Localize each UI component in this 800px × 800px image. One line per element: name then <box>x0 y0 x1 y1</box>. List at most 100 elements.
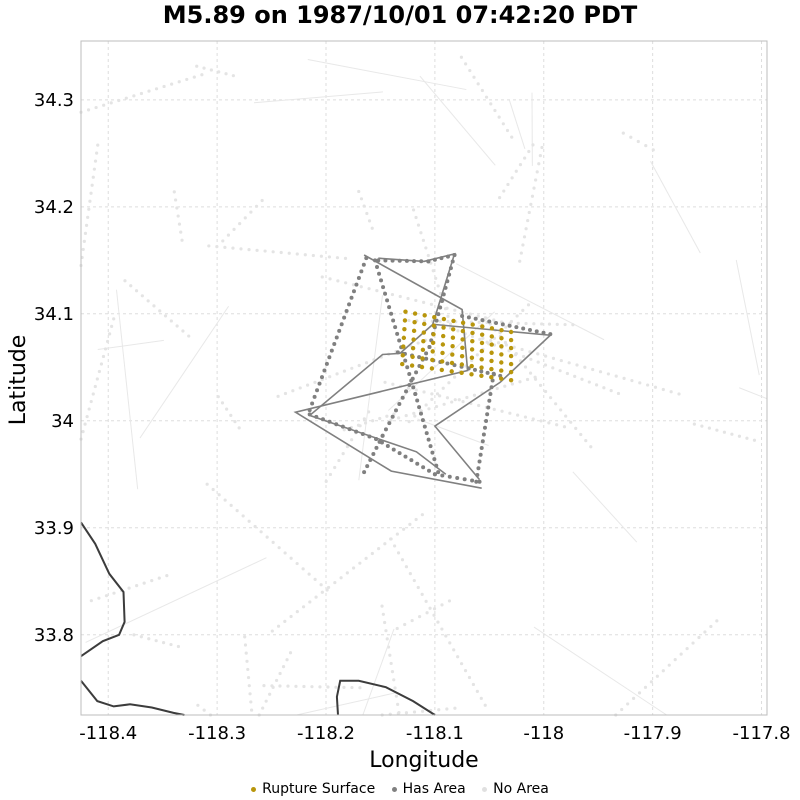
no-area-dot <box>507 349 511 353</box>
rupture-surface-dot <box>450 343 455 349</box>
no-area-dot <box>489 338 493 343</box>
no-area-dot <box>532 322 536 326</box>
no-area-dot <box>162 84 166 89</box>
no-area-dot <box>543 363 548 367</box>
no-area-dot <box>283 551 287 555</box>
has-area-dot <box>491 371 496 376</box>
rupture-surface-dot <box>480 324 485 329</box>
has-area-dot <box>460 313 465 318</box>
no-area-dot <box>278 671 282 676</box>
no-area-dot <box>649 680 654 684</box>
no-area-dot <box>253 524 257 529</box>
no-area-dot <box>288 651 293 655</box>
no-area-dot <box>448 641 452 645</box>
has-area-dot <box>359 269 364 274</box>
has-area-dot <box>541 330 546 335</box>
has-area-dot <box>365 464 370 469</box>
no-area-dot <box>247 247 251 252</box>
no-area-dot <box>298 386 302 390</box>
no-area-dot <box>392 678 396 682</box>
has-area-dot <box>445 361 450 366</box>
no-area-dot <box>154 87 159 91</box>
no-area-dot <box>89 191 93 195</box>
no-area-dot <box>229 413 233 417</box>
rupture-surface-dot <box>479 348 485 354</box>
no-area-dot <box>135 584 139 588</box>
no-area-dot <box>504 325 508 329</box>
no-area-dot <box>420 592 424 597</box>
legend-item-has-area: Has Area <box>391 780 466 798</box>
no-area-dot <box>697 635 701 640</box>
no-area-dot <box>390 670 395 674</box>
no-area-dot <box>528 371 533 375</box>
rupture-surface-dot <box>470 322 475 327</box>
no-area-dot <box>483 703 487 707</box>
has-area-dot <box>427 344 432 349</box>
no-area-dot <box>679 652 683 656</box>
has-area-dot <box>487 319 492 324</box>
no-area-dot <box>95 151 99 155</box>
no-area-dot <box>468 68 472 73</box>
no-area-dot <box>524 227 528 231</box>
has-area-dot <box>383 258 388 263</box>
no-area-dot <box>217 70 221 74</box>
no-area-dot <box>453 706 457 710</box>
no-area-dot <box>521 243 525 247</box>
no-area-dot <box>468 312 473 316</box>
no-area-dot <box>414 517 418 522</box>
no-area-dot <box>217 493 221 497</box>
no-area-dot <box>351 283 356 287</box>
has-area-dot <box>347 427 352 432</box>
no-area-dot <box>620 707 624 712</box>
rupture-surface-dot <box>469 347 475 352</box>
no-area-dot <box>437 708 441 712</box>
has-area-dot <box>307 408 312 413</box>
no-area-dot <box>481 336 485 340</box>
no-area-dot <box>265 535 269 539</box>
no-area-dot <box>523 156 527 160</box>
rupture-surface-dot <box>420 356 425 361</box>
no-area-dot <box>410 618 414 623</box>
no-area-fault-line <box>456 263 605 341</box>
has-area-dot <box>514 325 519 330</box>
no-area-dot <box>384 629 388 633</box>
no-area-dot <box>277 546 281 550</box>
no-area-dot <box>83 422 87 426</box>
no-area-dot <box>396 711 400 716</box>
has-area-dot <box>462 477 467 482</box>
no-area-dot <box>344 281 348 285</box>
no-area-dot <box>103 347 108 351</box>
no-area-dot <box>533 375 537 379</box>
has-area-dot <box>354 282 359 287</box>
legend-item-rupture: Rupture Surface <box>251 780 375 798</box>
rupture-surface-dot <box>499 352 504 357</box>
no-area-dot <box>420 709 425 713</box>
y-tick-label: 33.8 <box>34 625 74 646</box>
no-area-dot <box>239 247 243 251</box>
no-area-dot <box>249 708 254 712</box>
no-area-fault-line <box>417 418 489 446</box>
no-area-dot <box>518 259 522 263</box>
has-area-dot <box>337 328 342 333</box>
has-area-dot <box>430 450 435 455</box>
has-area-dot <box>347 302 352 307</box>
no-area-dot <box>421 238 426 242</box>
no-area-dot <box>471 682 476 687</box>
rupture-surface-dot <box>489 342 494 347</box>
no-area-dot <box>591 367 595 372</box>
rupture-surface-dot <box>489 350 494 355</box>
rupture-surface-dot <box>421 338 426 344</box>
no-area-dot <box>571 323 575 327</box>
no-area-dot <box>260 198 264 203</box>
no-area-dot <box>551 366 555 370</box>
no-area-dot <box>326 585 331 590</box>
rupture-surface-dot <box>449 360 455 366</box>
no-area-dot <box>380 604 384 608</box>
has-area-dot <box>395 331 400 336</box>
coastline <box>335 679 436 716</box>
no-area-dot <box>313 577 317 582</box>
no-area-dot <box>271 540 275 544</box>
no-area-dot <box>335 372 339 376</box>
has-area-dot <box>404 258 409 263</box>
y-tick-label: 34 <box>51 411 74 432</box>
